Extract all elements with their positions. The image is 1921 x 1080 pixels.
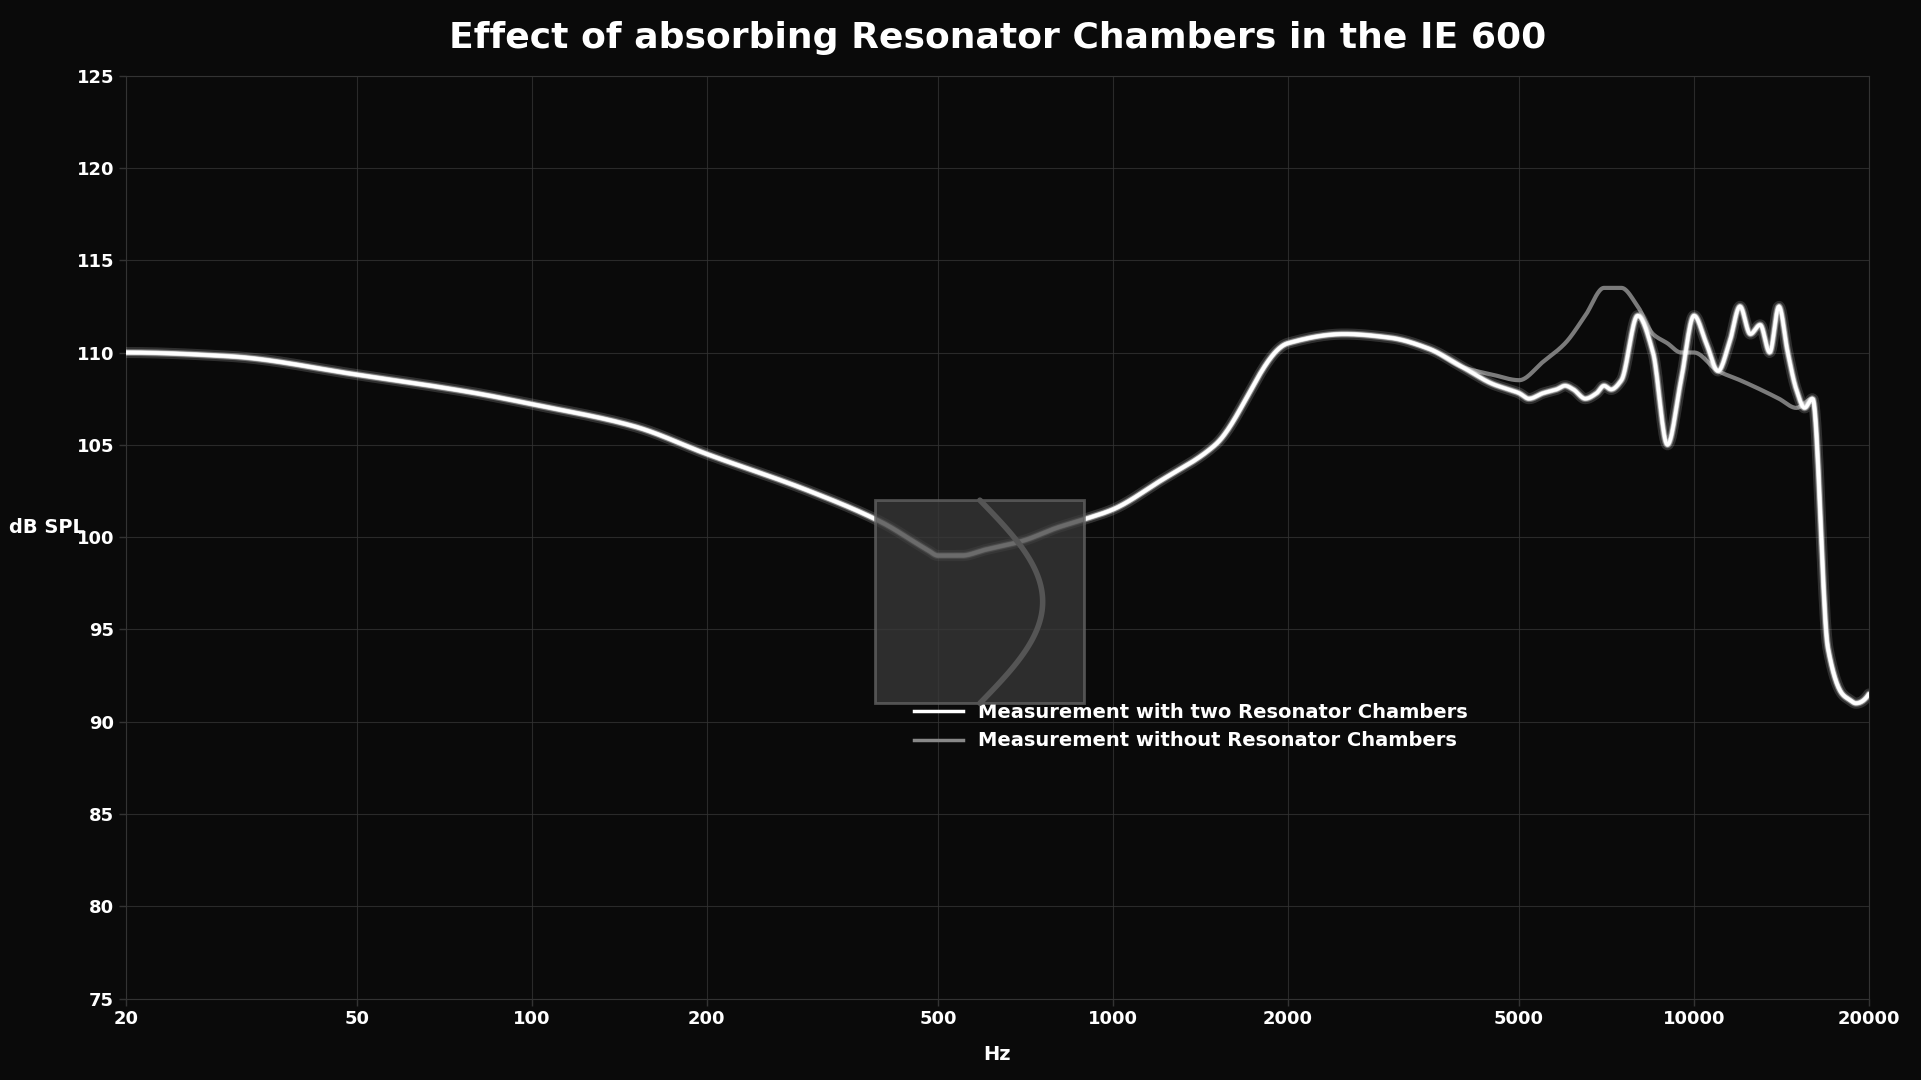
Y-axis label: dB SPL: dB SPL bbox=[10, 518, 85, 537]
X-axis label: Hz: Hz bbox=[984, 1044, 1010, 1064]
Title: Effect of absorbing Resonator Chambers in the IE 600: Effect of absorbing Resonator Chambers i… bbox=[450, 21, 1546, 55]
FancyBboxPatch shape bbox=[876, 500, 1085, 703]
Legend: Measurement with two Resonator Chambers, Measurement without Resonator Chambers: Measurement with two Resonator Chambers,… bbox=[907, 694, 1475, 758]
